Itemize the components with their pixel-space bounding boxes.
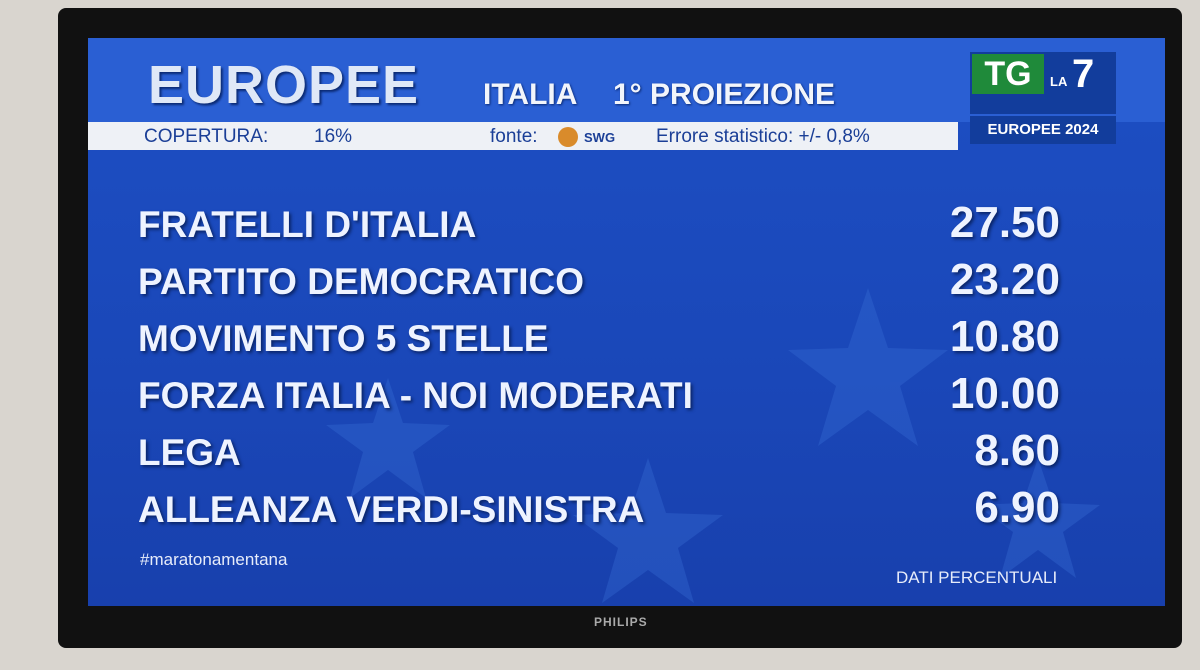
party-share: 10.80 <box>949 312 1060 361</box>
region: ITALIA <box>483 78 578 111</box>
party-name: PARTITO DEMOCRATICO <box>138 261 585 302</box>
source: SWG <box>584 130 616 145</box>
note: DATI PERCENTUALI <box>896 568 1058 587</box>
logo-tg: TG <box>972 54 1044 94</box>
party-share: 23.20 <box>949 255 1060 304</box>
source-icon <box>558 127 578 147</box>
stars <box>326 288 1100 603</box>
projection: 1° PROIEZIONE <box>613 78 836 111</box>
party-share: 8.60 <box>974 426 1060 475</box>
party-share: 27.50 <box>949 198 1060 247</box>
logo: TG LA 7 <box>970 52 1116 114</box>
logo-caption: EUROPEE 2024 <box>970 116 1116 144</box>
source-label: fonte: <box>490 126 538 147</box>
coverage-label: COPERTURA: <box>144 126 269 147</box>
logo-seven: 7 <box>1072 52 1095 96</box>
title: EUROPEE <box>148 55 420 115</box>
logo-la: LA <box>1050 74 1068 89</box>
tv-brand: PHILIPS <box>594 615 648 629</box>
party-name: ALLEANZA VERDI-SINISTRA <box>138 489 645 530</box>
coverage-value: 16% <box>314 126 353 147</box>
hashtag: #maratonamentana <box>140 550 288 569</box>
party-name: LEGA <box>138 432 241 473</box>
party-share: 6.90 <box>974 483 1060 532</box>
screen: EUROPEE ITALIA 1° PROIEZIONE COPERTURA: … <box>88 38 1165 606</box>
info-strip: COPERTURA: 16% fonte: SWG Errore statist… <box>88 122 958 150</box>
party-name: MOVIMENTO 5 STELLE <box>138 318 549 359</box>
error: Errore statistico: +/- 0,8% <box>656 126 870 147</box>
party-name: FORZA ITALIA - NOI MODERATI <box>138 375 693 416</box>
party-share: 10.00 <box>949 369 1060 418</box>
party-name: FRATELLI D'ITALIA <box>138 204 477 245</box>
